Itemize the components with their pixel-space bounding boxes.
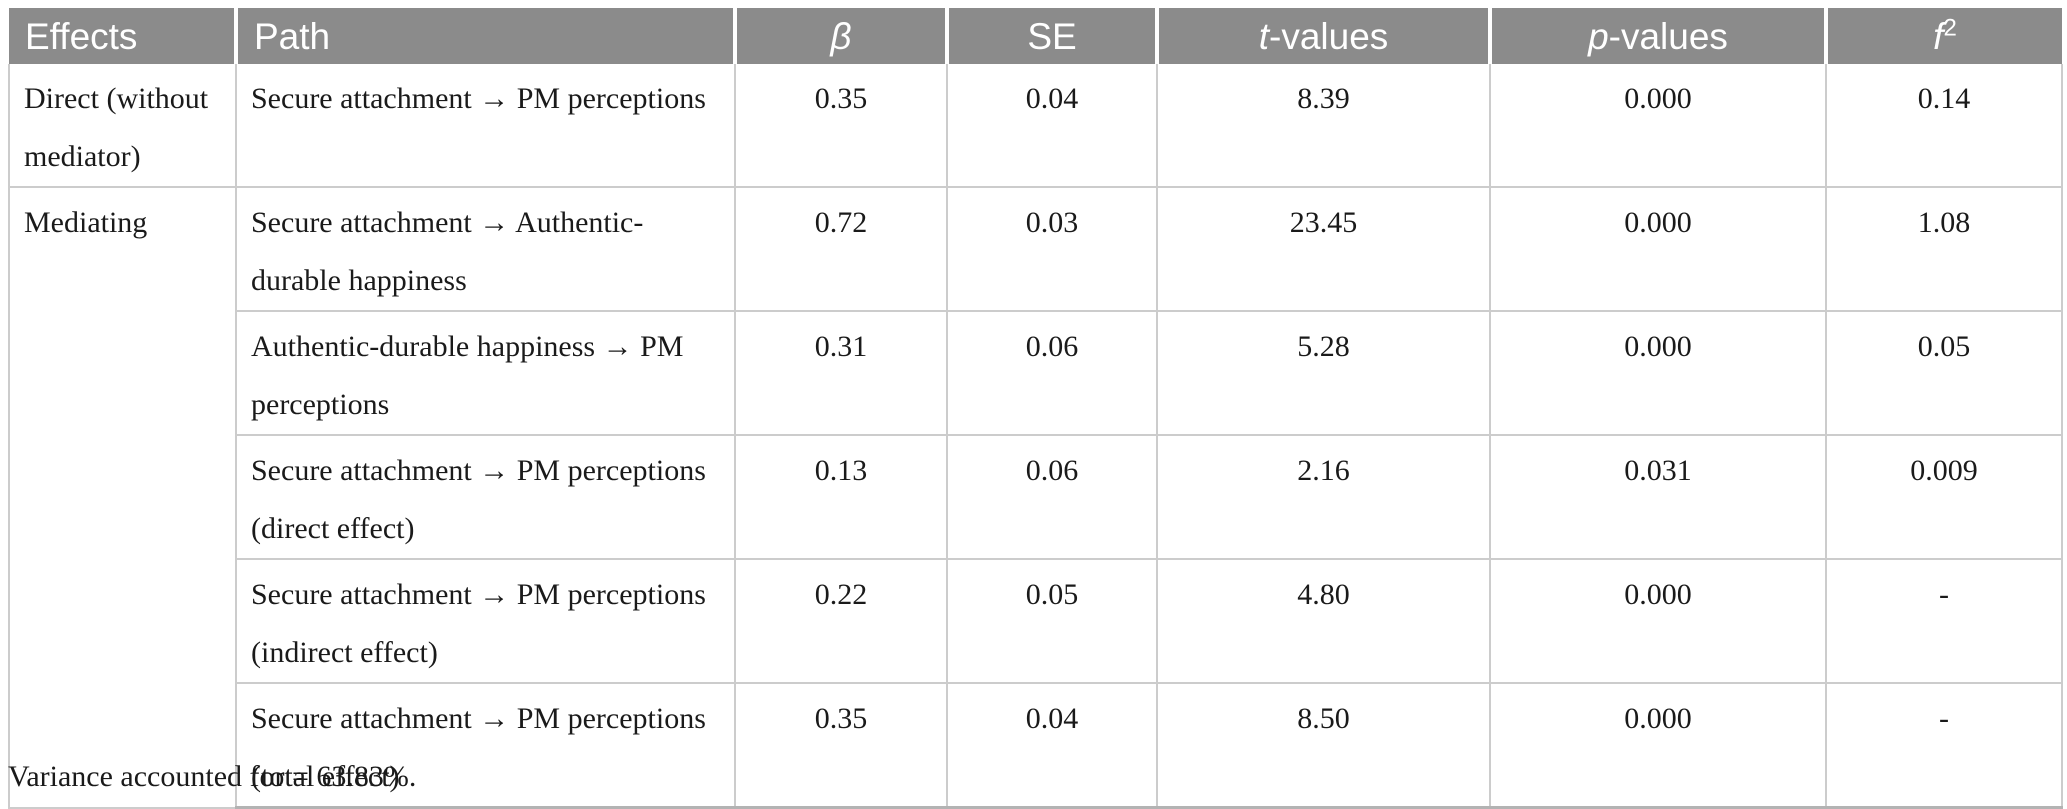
- cell-path: Secure attachment → PM perceptions (tota…: [235, 682, 736, 809]
- cell-se: 0.04: [946, 682, 1158, 809]
- table-footnote: Variance accounted for = 63.83%.: [8, 760, 417, 793]
- cell-beta: 0.31: [734, 310, 948, 436]
- cell-se: 0.06: [946, 434, 1158, 560]
- cell-f-squared: 0.05: [1825, 310, 2063, 436]
- cell-beta: 0.72: [734, 186, 948, 312]
- table-header-row: Effects Path β SE t-values p-values f2: [9, 8, 2062, 64]
- table-row: Secure attachment → PM perceptions (indi…: [9, 558, 2063, 684]
- cell-se: 0.03: [946, 186, 1158, 312]
- cell-t-value: 4.80: [1156, 558, 1491, 684]
- cell-f-squared: 0.009: [1825, 434, 2063, 560]
- cell-f-squared: -: [1825, 558, 2063, 684]
- cell-path: Secure attachment → Authentic- durable h…: [235, 186, 736, 312]
- cell-p-value: 0.031: [1489, 434, 1827, 560]
- cell-se: 0.05: [946, 558, 1158, 684]
- column-header-effects: Effects: [9, 8, 236, 64]
- cell-se: 0.04: [946, 64, 1158, 188]
- cell-t-value: 2.16: [1156, 434, 1491, 560]
- cell-beta: 0.35: [734, 64, 948, 188]
- cell-p-value: 0.000: [1489, 186, 1827, 312]
- column-header-beta: β: [733, 8, 947, 64]
- cell-p-value: 0.000: [1489, 310, 1827, 436]
- column-header-path: Path: [234, 8, 735, 64]
- results-table: Effects Path β SE t-values p-values f2 D…: [8, 8, 2063, 809]
- cell-f-squared: 0.14: [1825, 64, 2063, 188]
- cell-se: 0.06: [946, 310, 1158, 436]
- cell-p-value: 0.000: [1489, 558, 1827, 684]
- column-header-t-values: t-values: [1155, 8, 1490, 64]
- column-header-f-squared: f2: [1824, 8, 2062, 64]
- table-row: Secure attachment → PM perceptions (dire…: [9, 434, 2063, 560]
- cell-effects: Direct (without mediator): [8, 64, 237, 188]
- cell-effects: Mediating: [8, 186, 237, 809]
- cell-path: Authentic-durable happiness → PM percept…: [235, 310, 736, 436]
- cell-t-value: 8.39: [1156, 64, 1491, 188]
- cell-t-value: 5.28: [1156, 310, 1491, 436]
- cell-p-value: 0.000: [1489, 64, 1827, 188]
- beta-symbol: β: [830, 16, 852, 57]
- cell-f-squared: 1.08: [1825, 186, 2063, 312]
- column-header-se: SE: [945, 8, 1157, 64]
- cell-f-squared: -: [1825, 682, 2063, 809]
- cell-path: Secure attachment → PM perceptions: [235, 64, 736, 188]
- table-row: Authentic-durable happiness → PM percept…: [9, 310, 2063, 436]
- cell-beta: 0.35: [734, 682, 948, 809]
- table-row: Direct (without mediator) Secure attachm…: [8, 64, 2063, 188]
- cell-t-value: 8.50: [1156, 682, 1491, 809]
- table-row: Mediating Secure attachment → Authentic-…: [8, 186, 2063, 809]
- cell-beta: 0.22: [734, 558, 948, 684]
- cell-path: Secure attachment → PM perceptions (indi…: [235, 558, 736, 684]
- cell-path: Secure attachment → PM perceptions (dire…: [235, 434, 736, 560]
- column-header-p-values: p-values: [1488, 8, 1826, 64]
- cell-p-value: 0.000: [1489, 682, 1827, 809]
- table-row: Secure attachment → PM perceptions (tota…: [9, 682, 2063, 809]
- cell-beta: 0.13: [734, 434, 948, 560]
- cell-t-value: 23.45: [1156, 186, 1491, 312]
